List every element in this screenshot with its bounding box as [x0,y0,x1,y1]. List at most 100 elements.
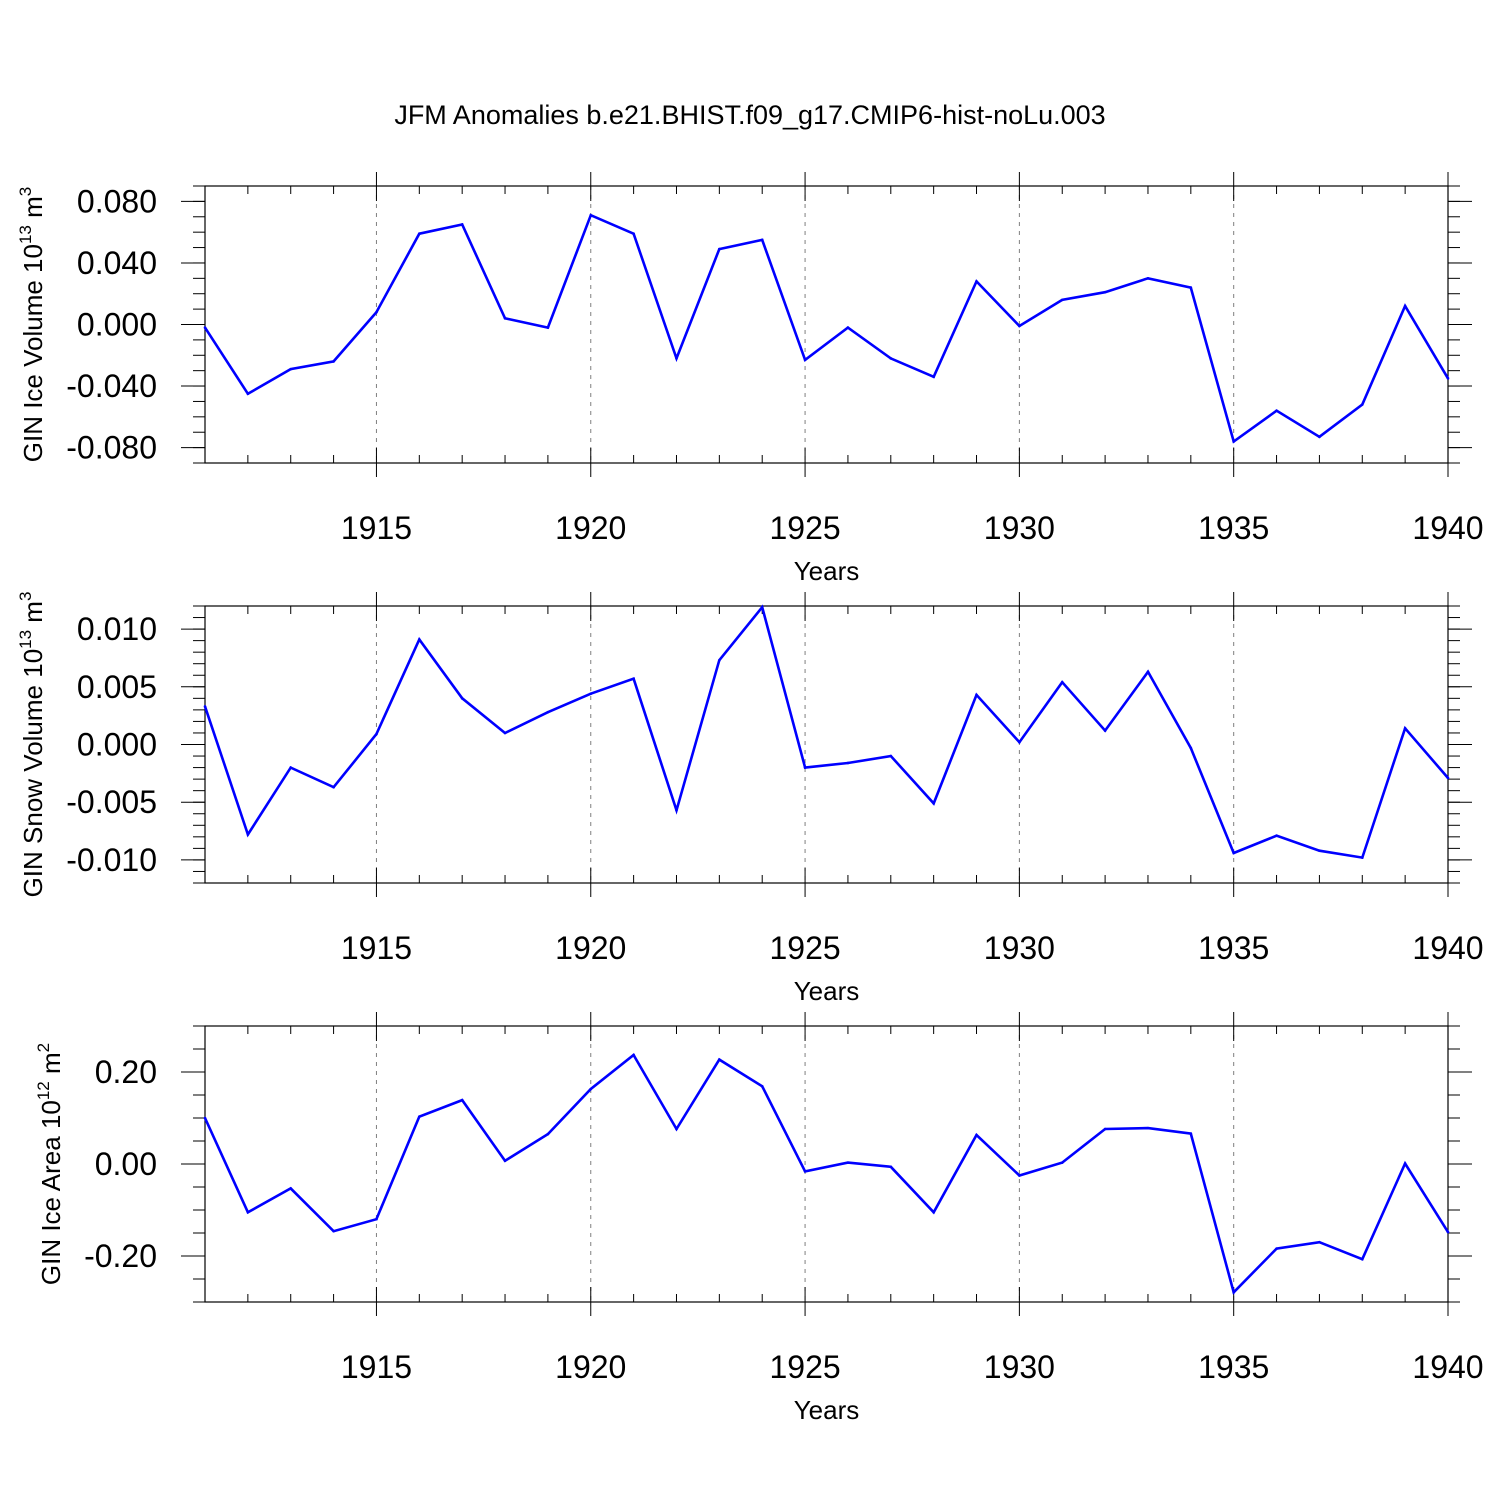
data-point [1446,776,1450,780]
data-point [760,238,764,242]
y-axis-title-main: GIN Ice Area 10 [36,1100,66,1285]
data-point [1360,856,1364,859]
x-tick-label: 1940 [1412,1349,1483,1385]
data-point [1446,1230,1450,1234]
data-point [460,223,464,226]
data-point [1103,290,1107,294]
data-point [289,367,293,371]
series-line-snow-volume [203,604,1449,860]
data-point [1018,324,1021,328]
data-point [1189,1132,1193,1135]
data-point [546,1132,550,1136]
data-point [1275,1247,1278,1250]
data-point [632,677,635,681]
y-axis-title-main: GIN Snow Volume 10 [18,649,48,898]
y-tick-label: -0.080 [66,430,157,466]
data-point [803,1170,807,1173]
y-axis-title-exponent: 13 [16,630,35,649]
x-tick-label: 1925 [769,1349,840,1385]
series-line-ice-area [203,1053,1450,1295]
data-point [289,766,293,769]
data-point [546,710,550,714]
panel-ice-volume: 1915 1920 1925 1930 1935 1940 Years -0.080 -0.04… [16,172,1484,586]
data-point [332,1229,335,1233]
data-point [1189,286,1193,289]
y-axis-title-unit-exponent: 2 [34,1043,53,1052]
data-point [1403,1162,1407,1165]
data-point [418,638,421,641]
data-point [589,692,593,696]
data-point [846,1161,850,1164]
data-point [889,754,893,758]
x-tick-label: 1940 [1412,510,1483,546]
x-axis-title: Years [794,1395,860,1425]
data-point [1232,1291,1235,1294]
y-tick-label: 0.005 [77,669,157,705]
data-point [1360,1257,1364,1261]
data-point [846,761,850,765]
data-point [932,1211,935,1214]
y-axis-title: GIN Snow Volume 1013 m3 [16,592,48,898]
data-point [1146,277,1150,280]
y-tick-label: 0.080 [77,183,157,219]
data-point [418,232,421,236]
data-point [1103,1127,1107,1131]
data-point [1189,746,1193,750]
y-axis-title-main: GIN Ice Volume 10 [18,244,48,462]
y-tick-label: -0.005 [66,784,157,820]
y-tick-label: 0.000 [77,727,157,763]
x-tick-label: 1935 [1198,510,1269,546]
data-point [1275,409,1278,412]
data-point [503,1159,507,1163]
panel-ice-area: 1915 1920 1925 1930 1935 1940 Years -0.20 0.00 0.… [34,1012,1484,1425]
data-point [718,247,721,251]
data-point [1146,670,1150,674]
data-point [246,392,250,396]
data-point [760,605,764,609]
data-point [1146,1126,1150,1130]
data-point [503,317,507,320]
data-point [246,1211,250,1214]
y-axis-title-unit: m [18,601,48,630]
data-point [1018,1174,1021,1177]
data-point [889,357,893,360]
data-point [803,766,807,769]
y-axis-title-exponent: 12 [34,1081,53,1100]
data-point [1318,435,1321,439]
y-tick-label: -0.040 [66,368,157,404]
x-tick-label: 1915 [341,510,412,546]
data-point [1060,298,1064,302]
y-tick-label: 0.000 [77,307,157,343]
series-line-ice-volume [203,213,1450,444]
data-point [460,697,464,700]
y-axis-title-exponent: 13 [16,225,35,244]
x-tick-label: 1925 [769,930,840,966]
data-point [760,1084,764,1088]
data-point [1403,727,1407,730]
y-tick-label: 0.00 [95,1146,157,1182]
data-point [718,1058,721,1061]
data-point [418,1115,421,1118]
y-axis-title-unit: m [18,196,48,225]
data-point [332,785,335,789]
data-point [375,732,378,736]
x-tick-label: 1920 [555,930,626,966]
data-point [975,280,978,283]
data-point [889,1165,893,1169]
x-tick-label: 1915 [341,1349,412,1385]
y-axis-title: GIN Ice Area 1012 m2 [34,1043,66,1285]
data-point [718,658,721,662]
data-point [203,326,207,329]
x-axis-title: Years [794,976,860,1006]
x-tick-label: 1930 [984,510,1055,546]
x-axis-title: Years [794,556,860,586]
y-tick-label: -0.010 [66,842,157,878]
x-tick-label: 1935 [1198,1349,1269,1385]
data-point [1103,729,1107,732]
data-point [675,1127,678,1131]
x-tick-label: 1920 [555,510,626,546]
y-tick-label: 0.010 [77,611,157,647]
y-axis-title: GIN Ice Volume 1013 m3 [16,187,48,463]
